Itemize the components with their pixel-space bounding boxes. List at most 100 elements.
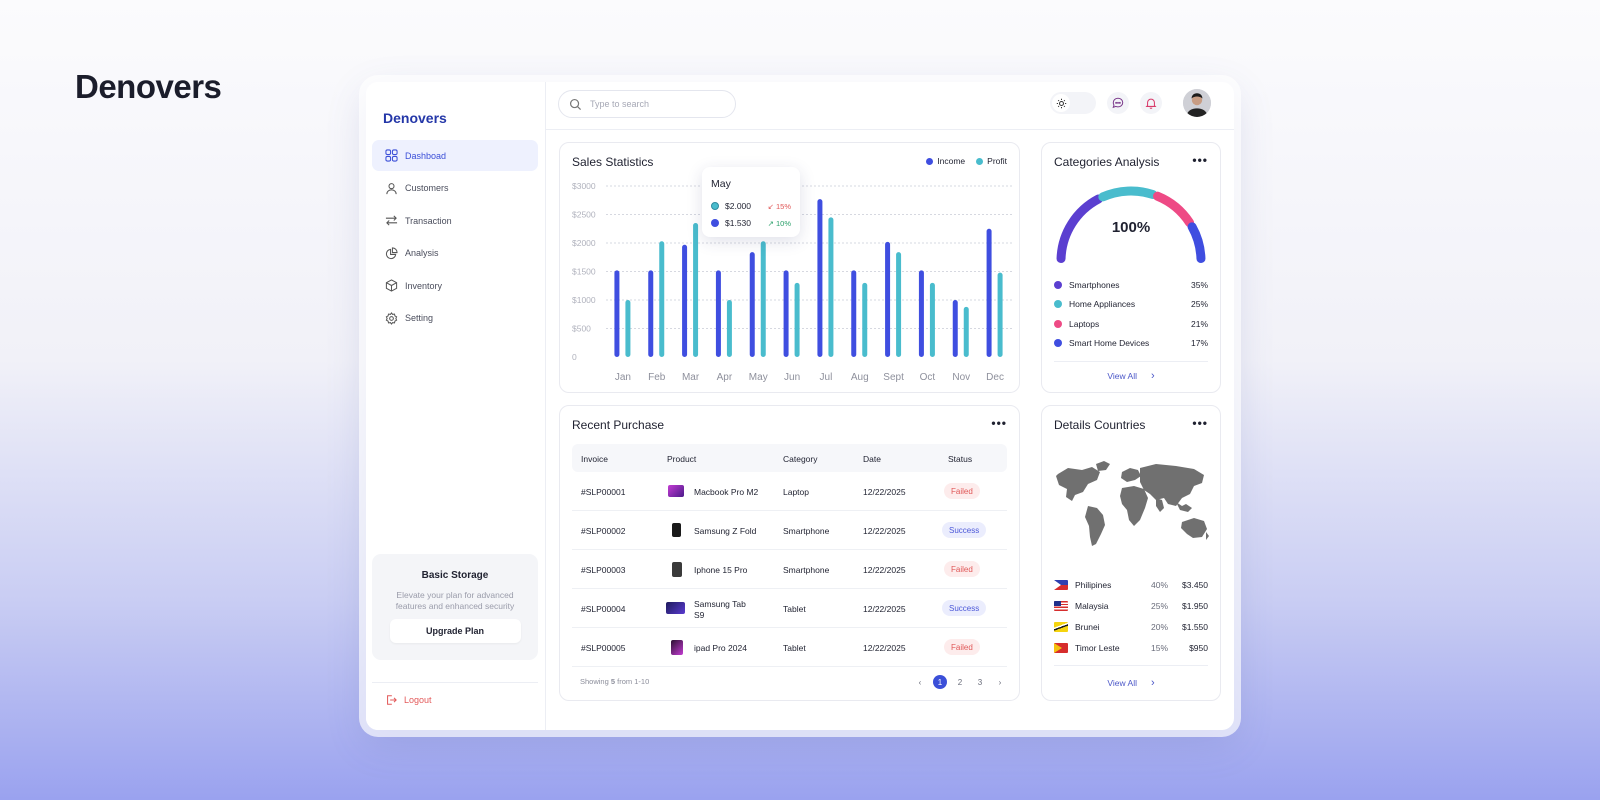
sidebar-item-dashboard[interactable]: Dashboad: [372, 140, 538, 171]
avatar-image: [1183, 89, 1211, 117]
search-box[interactable]: [558, 90, 736, 118]
y-tick-label: $2500: [572, 210, 596, 220]
table-row[interactable]: #SLP00004 Samsung Tab S9 Tablet 12/22/20…: [572, 590, 1007, 628]
country-name: Timor Leste: [1075, 643, 1120, 653]
sales-statistics-title: Sales Statistics: [572, 155, 654, 169]
logout-label: Logout: [404, 695, 432, 705]
brunei-flag-icon: [1054, 622, 1068, 632]
page-1-button[interactable]: 1: [933, 675, 947, 689]
country-name: Brunei: [1075, 622, 1100, 632]
table-row[interactable]: #SLP00001 Macbook Pro M2 Laptop 12/22/20…: [572, 473, 1007, 511]
divider: [1054, 361, 1208, 362]
view-all-countries-link[interactable]: View All ›: [1042, 677, 1220, 689]
date-cell: 12/22/2025: [863, 487, 906, 497]
y-tick-label: $1500: [572, 267, 596, 277]
bar-profit[interactable]: [929, 282, 935, 357]
view-all-categories-link[interactable]: View All ›: [1042, 370, 1220, 382]
divider: [372, 682, 538, 683]
table-row[interactable]: #SLP00002 Samsung Z Fold Smartphone 12/2…: [572, 512, 1007, 550]
page-2-button[interactable]: 2: [957, 677, 963, 687]
view-all-label: View All: [1107, 678, 1137, 688]
country-pct: 40%: [1150, 580, 1168, 590]
sidebar-item-setting[interactable]: Setting: [372, 303, 538, 334]
x-tick-label: Mar: [682, 372, 700, 383]
product-thumbnail: [672, 523, 681, 537]
x-tick-label: May: [749, 372, 768, 383]
malaysia-flag-icon: [1054, 601, 1068, 611]
sidebar-item-analysis[interactable]: Analysis: [372, 238, 538, 269]
sidebar-item-transaction[interactable]: Transaction: [372, 205, 538, 236]
box-icon: [385, 279, 398, 293]
categories-gauge: [1056, 186, 1206, 264]
column-header: Product: [667, 454, 697, 464]
table-row[interactable]: #SLP00003 Iphone 15 Pro Smartphone 12/22…: [572, 551, 1007, 589]
pagination: ‹ 1 2 3 ›: [913, 675, 1007, 689]
column-header: Category: [783, 454, 818, 464]
timor-leste-flag-icon: [1054, 643, 1068, 653]
gauge-segment: [1056, 194, 1103, 264]
bar-profit[interactable]: [693, 223, 699, 357]
sidebar-item-customers[interactable]: Customers: [372, 173, 538, 204]
product-cell: ipad Pro 2024: [694, 643, 747, 653]
bar-income[interactable]: [715, 270, 721, 357]
brand-title: Denovers: [75, 68, 222, 105]
bar-income[interactable]: [783, 270, 789, 357]
product-cell: Samsung Tab S9: [694, 599, 746, 620]
category-cell: Tablet: [783, 604, 806, 614]
notifications-button[interactable]: [1140, 92, 1162, 114]
bar-income[interactable]: [885, 241, 891, 357]
theme-toggle[interactable]: [1050, 92, 1096, 114]
date-cell: 12/22/2025: [863, 643, 906, 653]
more-options-button[interactable]: •••: [1192, 416, 1208, 430]
logout-button[interactable]: Logout: [385, 694, 432, 706]
bar-income[interactable]: [817, 199, 823, 357]
messages-button[interactable]: [1107, 92, 1129, 114]
bar-profit[interactable]: [997, 272, 1003, 357]
bar-profit[interactable]: [625, 300, 631, 357]
chart-tooltip: May $2.000 ↙ 15% $1.530 ↗ 10%: [702, 167, 800, 237]
table-row[interactable]: #SLP00005 ipad Pro 2024 Tablet 12/22/202…: [572, 629, 1007, 667]
bar-income[interactable]: [648, 270, 654, 357]
sidebar-item-label: Analysis: [405, 248, 439, 259]
country-amount: $3.450: [1182, 580, 1208, 590]
bar-profit[interactable]: [963, 306, 969, 357]
bar-income[interactable]: [614, 270, 620, 357]
bar-profit[interactable]: [896, 252, 902, 357]
country-row: Malaysia 25% $1.950: [1054, 599, 1208, 613]
upgrade-plan-button[interactable]: Upgrade Plan: [389, 619, 521, 643]
sidebar-item-label: Dashboad: [405, 150, 447, 161]
more-options-button[interactable]: •••: [991, 416, 1007, 430]
bar-income[interactable]: [986, 228, 992, 357]
invoice-cell: #SLP00001: [581, 487, 626, 497]
category-cell: Tablet: [783, 643, 806, 653]
bar-profit[interactable]: [726, 300, 732, 357]
product-thumbnail: [671, 640, 683, 655]
country-pct: 15%: [1150, 643, 1168, 653]
x-tick-label: Apr: [717, 372, 733, 383]
table-header: Invoice Product Category Date Status: [572, 444, 1007, 472]
bar-income[interactable]: [952, 300, 958, 357]
tooltip-profit-row: $2.000: [711, 201, 751, 211]
y-tick-label: $2000: [572, 238, 596, 248]
bar-profit[interactable]: [760, 241, 766, 357]
bar-profit[interactable]: [659, 241, 665, 357]
bar-income[interactable]: [918, 270, 924, 357]
sales-bar-chart: $3000 $2500 $2000 $1500 $1000 $500 0 Jan Feb Mar A…: [572, 181, 1012, 383]
bar-income[interactable]: [682, 244, 688, 357]
more-options-button[interactable]: •••: [1192, 153, 1208, 167]
prev-page-button[interactable]: ‹: [918, 677, 922, 687]
tooltip-income-change: ↗ 10%: [768, 219, 791, 228]
bar-profit[interactable]: [828, 217, 834, 357]
bar-profit[interactable]: [862, 282, 868, 357]
y-tick-label: $500: [572, 324, 591, 334]
sidebar-item-inventory[interactable]: Inventory: [372, 270, 538, 301]
bar-income[interactable]: [851, 270, 857, 357]
details-countries-card: Details Countries ••• Philipines 40% $3.…: [1041, 405, 1221, 701]
search-input[interactable]: [590, 99, 720, 109]
next-page-button[interactable]: ›: [998, 677, 1002, 687]
bar-profit[interactable]: [794, 282, 800, 357]
bar-income[interactable]: [749, 252, 755, 357]
page-3-button[interactable]: 3: [977, 677, 983, 687]
y-tick-label: 0: [572, 352, 577, 362]
user-avatar[interactable]: [1183, 89, 1211, 117]
